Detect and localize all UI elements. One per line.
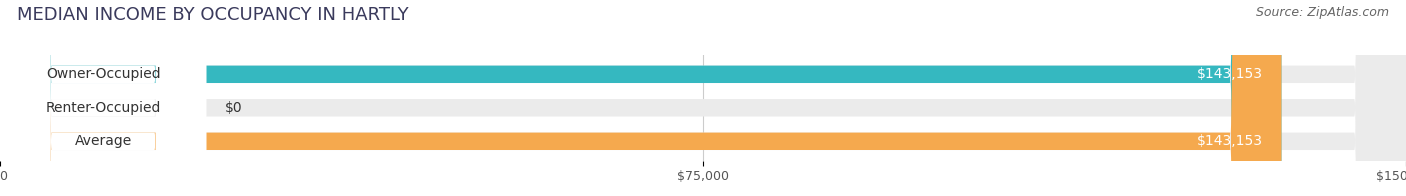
Text: Renter-Occupied: Renter-Occupied: [45, 101, 160, 115]
Text: Owner-Occupied: Owner-Occupied: [46, 67, 160, 81]
Text: MEDIAN INCOME BY OCCUPANCY IN HARTLY: MEDIAN INCOME BY OCCUPANCY IN HARTLY: [17, 6, 409, 24]
FancyBboxPatch shape: [0, 0, 207, 196]
Text: $143,153: $143,153: [1197, 134, 1263, 148]
FancyBboxPatch shape: [0, 0, 1281, 196]
Text: Average: Average: [75, 134, 132, 148]
Text: $143,153: $143,153: [1197, 67, 1263, 81]
FancyBboxPatch shape: [0, 0, 207, 196]
FancyBboxPatch shape: [0, 0, 1281, 196]
Text: Source: ZipAtlas.com: Source: ZipAtlas.com: [1256, 6, 1389, 19]
FancyBboxPatch shape: [0, 0, 207, 196]
Text: $0: $0: [225, 101, 243, 115]
